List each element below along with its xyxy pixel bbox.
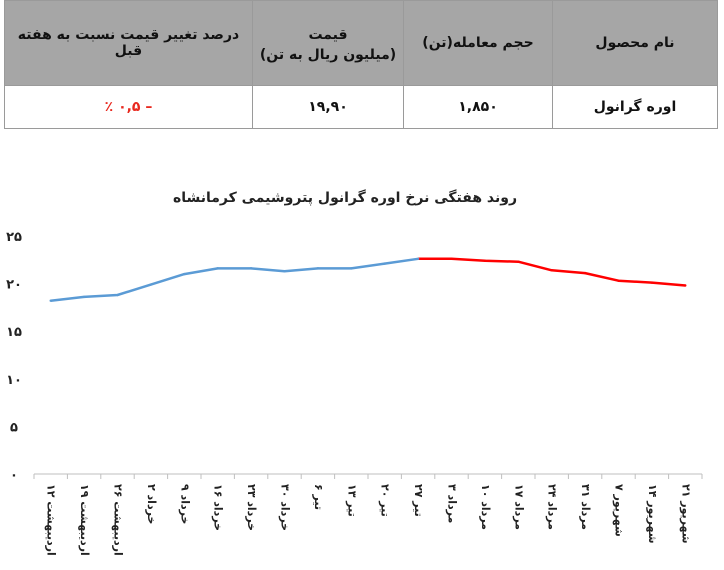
price-table: نام محصول حجم معامله(تن) قیمت (میلیون ری… [4, 0, 718, 129]
data-point [249, 267, 253, 270]
header-price-line2: (میلیون ریال به تن) [259, 47, 397, 63]
data-point [183, 272, 186, 276]
x-tick-label: ۱۷ مرداد [512, 484, 525, 530]
data-point [283, 270, 286, 273]
data-point [316, 267, 320, 270]
data-point [517, 260, 520, 263]
x-tick-label: ۳۱ مرداد [579, 484, 592, 530]
x-tick-label: ۶ تیر [312, 484, 325, 510]
data-point [383, 262, 386, 265]
data-point [617, 279, 620, 282]
data-point [450, 257, 453, 261]
header-change: درصد تغییر قیمت نسبت به هفته قبل [4, 0, 253, 86]
table-header-row: نام محصول حجم معامله(تن) قیمت (میلیون ری… [4, 0, 718, 86]
x-tick-label: ۲۱ شهریور [679, 484, 692, 544]
cell-price: ۱۹,۹۰ [252, 85, 404, 129]
y-tick-label: ۵ [10, 420, 18, 435]
cell-volume: ۱,۸۵۰ [403, 85, 553, 129]
y-tick-label: ۱۰ [6, 373, 22, 388]
header-product: نام محصول [552, 0, 718, 86]
y-tick-label: ۰ [10, 468, 18, 483]
x-tick-label: ۳۰ خرداد [279, 484, 292, 531]
x-tick-label: ۱۹ اردیبهشت [78, 484, 91, 556]
x-tick-label: ۹ خرداد [178, 484, 191, 524]
x-tick-label: ۲ خرداد [145, 484, 158, 524]
data-point [550, 269, 553, 272]
y-tick-label: ۲۵ [6, 230, 22, 245]
data-point [149, 283, 153, 286]
header-price: قیمت (میلیون ریال به تن) [252, 0, 404, 86]
x-tick-label: ۱۳ تیر [345, 484, 358, 517]
x-tick-label: ۷ شهریور [613, 484, 626, 537]
cell-product: اوره گرانول [552, 85, 718, 129]
x-tick-label: ۲۷ تیر [412, 484, 425, 517]
data-point [583, 271, 587, 275]
data-point [82, 295, 86, 299]
x-tick-label: ۲۶ اردیبهشت [112, 484, 125, 556]
data-point [116, 293, 119, 297]
x-tick-label: ۳ مرداد [446, 484, 459, 523]
cell-change: – ۰,۵ ٪ [4, 85, 253, 129]
chart-title: روند هفتگی نرخ اوره گرانول پتروشیمی کرما… [173, 189, 517, 206]
line-chart: روند هفتگی نرخ اوره گرانول پتروشیمی کرما… [6, 189, 703, 556]
header-volume: حجم معامله(تن) [403, 0, 553, 86]
y-tick-label: ۱۵ [6, 325, 22, 340]
data-point [350, 267, 353, 270]
x-tick-label: ۱۴ شهریور [646, 484, 659, 544]
x-tick-label: ۲۰ تیر [379, 484, 392, 517]
y-tick-label: ۲۰ [6, 278, 22, 293]
data-point [684, 284, 687, 287]
table-row: اوره گرانول ۱,۸۵۰ ۱۹,۹۰ – ۰,۵ ٪ [4, 85, 718, 129]
data-point [416, 257, 420, 261]
series-line-falling [418, 257, 686, 287]
data-point [483, 259, 487, 262]
data-point [216, 267, 219, 270]
x-tick-label: ۲۳ خرداد [245, 484, 258, 531]
x-tick-label: ۱۶ خرداد [212, 484, 225, 531]
header-price-line1: قیمت [308, 27, 348, 43]
x-tick-label: ۱۲ اردیبهشت [45, 484, 58, 556]
x-tick-label: ۱۰ مرداد [479, 484, 492, 530]
x-tick-label: ۲۴ مرداد [546, 484, 559, 530]
data-point [650, 281, 654, 284]
data-point [49, 299, 52, 302]
series-line-rising [50, 257, 419, 302]
